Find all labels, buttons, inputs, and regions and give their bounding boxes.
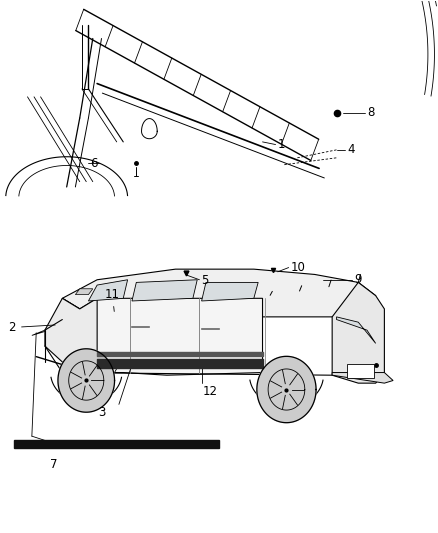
Bar — [347, 364, 374, 378]
Polygon shape — [14, 440, 219, 448]
Text: 1: 1 — [278, 138, 285, 151]
Text: 10: 10 — [291, 261, 306, 274]
Polygon shape — [132, 280, 197, 301]
Text: 4: 4 — [347, 143, 355, 156]
Text: 11: 11 — [105, 288, 120, 311]
Polygon shape — [336, 317, 376, 343]
Polygon shape — [88, 280, 127, 301]
Text: 8: 8 — [367, 106, 374, 119]
Polygon shape — [58, 349, 115, 412]
Text: 5: 5 — [201, 274, 209, 287]
Polygon shape — [332, 282, 385, 383]
Text: 9: 9 — [354, 273, 361, 286]
Polygon shape — [62, 269, 376, 319]
Polygon shape — [45, 298, 97, 373]
Polygon shape — [75, 289, 93, 295]
Polygon shape — [201, 282, 258, 301]
Text: 12: 12 — [203, 385, 218, 398]
Polygon shape — [62, 298, 262, 375]
Polygon shape — [32, 319, 62, 335]
Text: 2: 2 — [8, 321, 55, 334]
Text: 7: 7 — [50, 458, 57, 472]
Polygon shape — [332, 373, 393, 383]
Text: 6: 6 — [90, 157, 97, 169]
Polygon shape — [257, 357, 316, 423]
Text: 3: 3 — [98, 406, 105, 419]
